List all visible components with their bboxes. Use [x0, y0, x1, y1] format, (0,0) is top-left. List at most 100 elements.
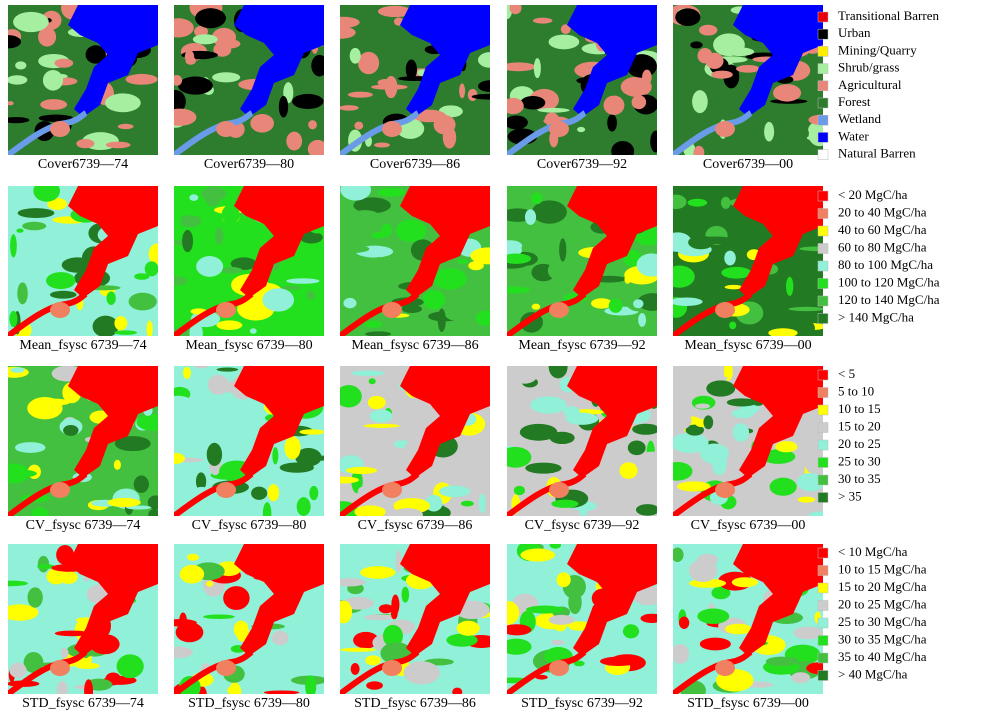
map-patch: [697, 608, 729, 623]
map-patch: [2, 117, 29, 123]
map-patch: [365, 655, 381, 665]
map-patch: [664, 266, 695, 288]
map-patch: [145, 261, 159, 276]
map-patch: [434, 115, 456, 134]
map-panel: [163, 0, 334, 158]
map-patch: [178, 77, 213, 95]
legend-label: 60 to 80 MgC/ha: [838, 239, 927, 254]
map-panel: [667, 1, 835, 159]
legend-swatch: [818, 29, 828, 39]
map-patch: [479, 494, 486, 513]
map-patch: [354, 122, 363, 130]
map-patch: [187, 554, 199, 561]
map-patch: [208, 375, 229, 395]
map-panel: [325, 176, 508, 337]
legend-label: < 20 MgC/ha: [838, 187, 908, 202]
map-patch: [311, 55, 327, 77]
map-panel: [0, 363, 169, 522]
map-panel: [662, 362, 833, 520]
figure: Cover6739—74Cover6739—80Cover6739—86Cove…: [0, 0, 981, 712]
map-panel: [497, 541, 664, 694]
legend-label: Water: [838, 128, 869, 143]
map-patch: [624, 275, 630, 284]
map: [502, 0, 663, 161]
legend-swatch: [818, 191, 828, 201]
map-patch: [325, 247, 361, 253]
map-patch: [351, 663, 360, 675]
map-patch: [533, 18, 552, 24]
map-caption: Mean_fsysc 6739—86: [351, 338, 478, 353]
map-panel: [664, 181, 833, 339]
map-patch: [114, 330, 136, 334]
map-patch: [764, 122, 774, 142]
map-panel: [495, 182, 672, 336]
map-center: [382, 121, 402, 137]
map-patch: [566, 413, 599, 425]
map-patch: [106, 291, 115, 305]
map-patch: [628, 440, 646, 455]
map-patch: [461, 501, 474, 507]
map-patch: [557, 572, 571, 587]
map-patch: [704, 376, 727, 381]
legend-label: 15 to 20: [838, 418, 881, 433]
map-patch: [768, 328, 797, 337]
legend-swatch: [818, 296, 828, 306]
map-patch: [396, 219, 426, 242]
map-patch: [700, 638, 731, 651]
legend-swatch: [818, 583, 828, 593]
map: [667, 1, 835, 159]
map-patch: [223, 586, 249, 610]
map-patch: [378, 188, 406, 197]
map-patch: [808, 511, 833, 519]
legend-swatch: [818, 405, 828, 415]
map-patch: [528, 97, 544, 106]
map-patch: [183, 367, 191, 379]
map-center: [216, 121, 236, 137]
legend-label: < 5: [838, 366, 855, 381]
map-caption: Cover6739—86: [370, 157, 460, 172]
map-patch: [736, 65, 760, 73]
legend-swatch: [818, 64, 828, 74]
legend-label: 30 to 35: [838, 471, 881, 486]
map-patch: [551, 640, 565, 645]
map-patch: [227, 687, 235, 694]
map-patch: [193, 34, 218, 44]
map-patch: [43, 70, 63, 91]
map-patch: [671, 644, 689, 664]
map-patch: [15, 61, 26, 69]
map-patch: [16, 228, 23, 232]
map-caption: STD_fsysc 6739—00: [687, 696, 809, 711]
map-patch: [335, 601, 352, 624]
map-patch: [292, 94, 323, 109]
legend-swatch: [818, 440, 828, 450]
map-patch: [549, 615, 575, 625]
map-patch: [520, 549, 555, 562]
map-center: [549, 660, 569, 676]
map-patch: [729, 321, 736, 329]
legend-label: > 35: [838, 488, 862, 503]
map-patch: [692, 90, 708, 113]
map-patch: [343, 298, 356, 308]
map-patch: [46, 272, 75, 289]
map-panel: [326, 0, 508, 155]
map-patch: [129, 293, 157, 311]
map-caption: STD_fsysc 6739—92: [521, 696, 643, 711]
map-center: [216, 302, 236, 318]
map-patch: [326, 26, 356, 39]
legend-swatch: [818, 12, 828, 22]
map-caption: Mean_fsysc 6739—74: [19, 338, 146, 353]
map-patch: [798, 497, 815, 503]
map-patch: [18, 208, 55, 218]
map-patch: [11, 367, 25, 373]
legend-swatch: [818, 388, 828, 398]
map-patch: [391, 608, 398, 619]
map-patch: [374, 143, 390, 148]
map-patch: [438, 309, 446, 332]
map-patch: [446, 634, 477, 647]
map-patch: [711, 71, 733, 79]
map-patch: [7, 75, 28, 84]
map-patch: [340, 648, 376, 652]
map-patch: [452, 688, 462, 696]
map-patch: [251, 487, 267, 500]
map-patch: [346, 467, 377, 474]
